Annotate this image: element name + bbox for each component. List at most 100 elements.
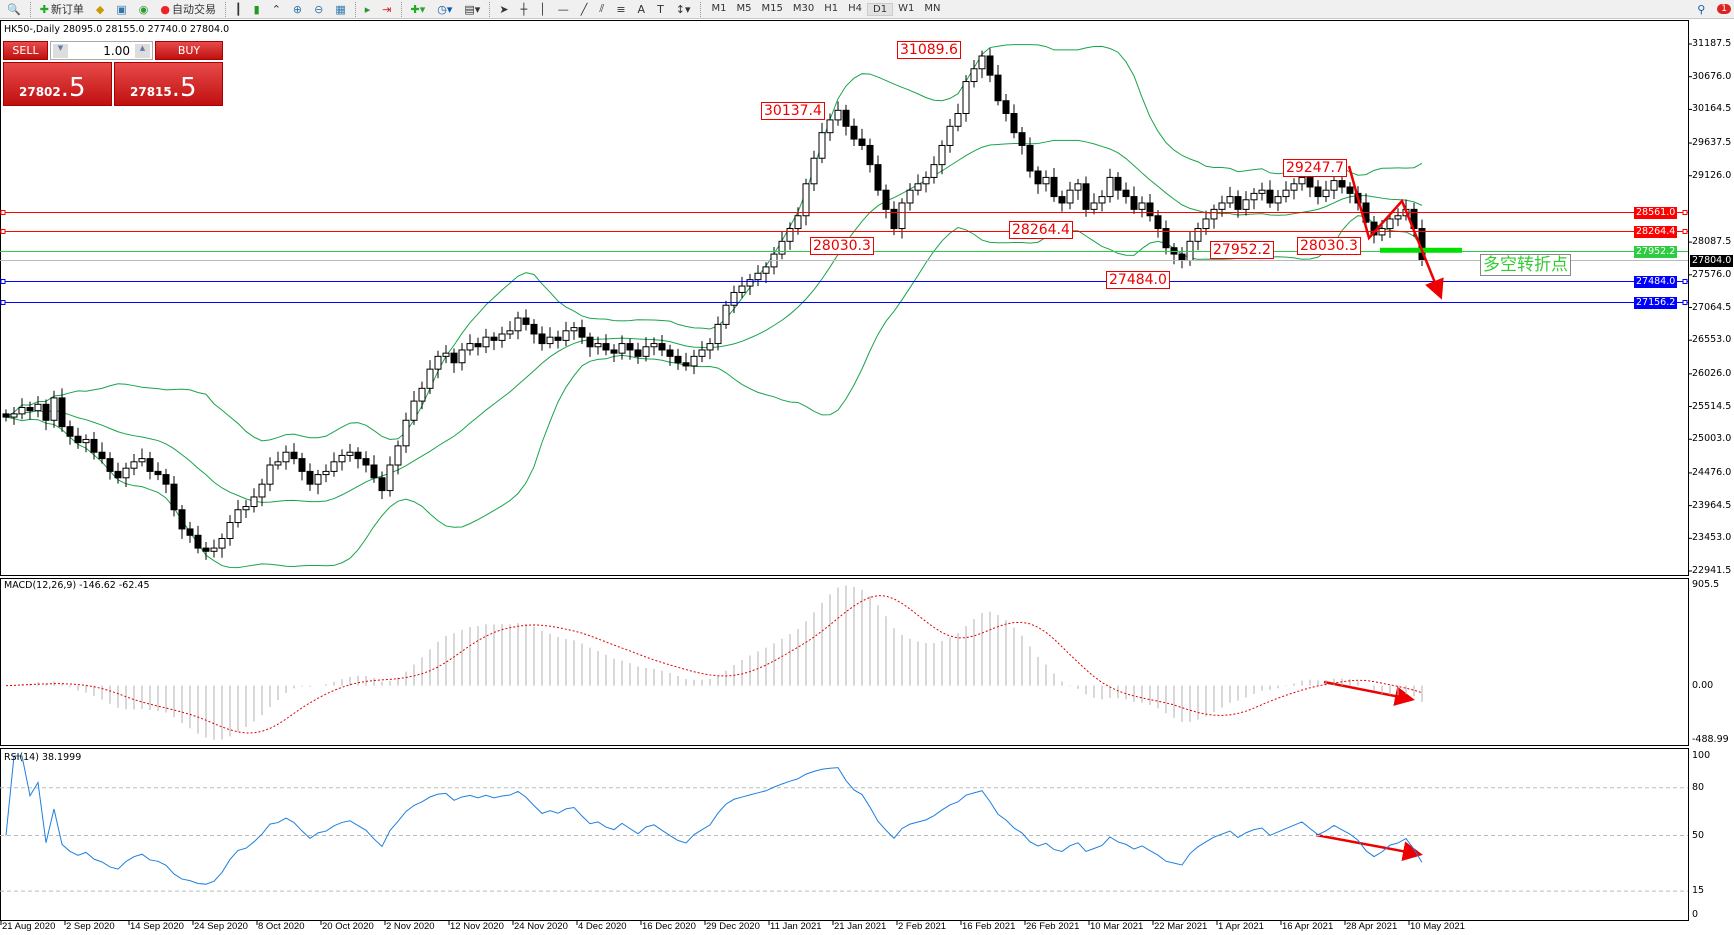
periods-icon[interactable]: ◷▾ xyxy=(437,2,453,16)
templates-icon[interactable]: ▤▾ xyxy=(464,2,481,16)
candle-body xyxy=(682,362,690,367)
candle-body xyxy=(498,333,506,341)
macd-tick-label: 905.5 xyxy=(1692,579,1720,590)
candle-body xyxy=(234,509,242,524)
price-tick-label: 27576.0 xyxy=(1692,268,1732,280)
line-chart-icon[interactable]: ⌃ xyxy=(271,2,281,16)
price-chart[interactable] xyxy=(0,20,1734,935)
candle-body xyxy=(1074,183,1082,191)
candle-body xyxy=(778,240,786,255)
price-tick-label: 23964.5 xyxy=(1692,499,1732,511)
candle-body xyxy=(282,451,290,463)
candle-body xyxy=(10,413,18,418)
buy-button[interactable]: BUY xyxy=(155,41,223,60)
lot-size-input[interactable]: 1.00 xyxy=(103,44,130,58)
trend-arrow xyxy=(1347,165,1444,300)
text-icon[interactable]: A xyxy=(637,2,646,16)
sell-price[interactable]: 27802.5 xyxy=(3,62,112,106)
candle-body xyxy=(994,74,1002,102)
timeframe-m30[interactable]: M30 xyxy=(792,2,815,14)
timeframe-m15[interactable]: M15 xyxy=(761,2,783,14)
timeframe-m1[interactable]: M1 xyxy=(711,2,727,14)
bar-chart-icon[interactable]: ┃ xyxy=(235,2,242,16)
price-annotation[interactable]: 27484.0 xyxy=(1106,271,1170,289)
indicators-icon[interactable]: ✚▾ xyxy=(410,2,426,16)
experts-icon[interactable]: ◆ xyxy=(95,2,105,16)
candle-chart-icon[interactable]: ▮ xyxy=(253,2,260,16)
price-annotation[interactable]: 28030.3 xyxy=(1297,237,1361,255)
notifications-button[interactable]: 1 xyxy=(1714,1,1734,18)
price-tick-label: 29637.5 xyxy=(1692,137,1732,149)
date-tick-label: 16 Dec 2020 xyxy=(642,921,696,932)
cursor-icon[interactable]: ➤ xyxy=(499,2,509,16)
signal-icon[interactable]: ◉ xyxy=(138,2,149,16)
candle-body xyxy=(722,304,730,325)
tester-icon[interactable]: ▣ xyxy=(116,2,127,16)
increase-lot-icon[interactable]: ▲ xyxy=(135,44,150,58)
candle-body xyxy=(874,164,882,191)
macd-title: MACD(12,26,9) -146.62 -62.45 xyxy=(4,580,150,591)
timeframe-h1[interactable]: H1 xyxy=(824,2,839,14)
timeframe-m5[interactable]: M5 xyxy=(736,2,752,14)
channel-icon[interactable]: ⫽ xyxy=(599,2,605,15)
sell-button[interactable]: SELL xyxy=(3,41,48,60)
price-annotation[interactable]: 31089.6 xyxy=(897,41,961,59)
bollinger-middle xyxy=(5,139,1423,503)
candle-body xyxy=(274,461,282,466)
price-annotation[interactable]: 28264.4 xyxy=(1009,221,1073,239)
timeframe-h4[interactable]: H4 xyxy=(848,2,863,14)
new-order-button[interactable]: ✚ 新订单 xyxy=(39,2,84,17)
text-label-icon[interactable]: T xyxy=(657,2,664,16)
timeframe-mn[interactable]: MN xyxy=(924,2,941,14)
date-tick-label: 2 Sep 2020 xyxy=(66,921,115,932)
autoscroll-icon[interactable]: ▸ xyxy=(364,2,371,16)
lot-size-stepper[interactable]: ▼ 1.00 ▲ xyxy=(50,41,153,60)
timeframe-w1[interactable]: W1 xyxy=(898,2,915,14)
date-tick-label: 11 Jan 2021 xyxy=(770,921,822,932)
horizontal-line-icon[interactable]: — xyxy=(557,2,569,16)
candle-body xyxy=(730,291,738,306)
zoom-tool-icon[interactable]: 🔍 xyxy=(7,2,21,16)
notification-badge: 1 xyxy=(1717,4,1731,14)
auto-trading-button[interactable]: ● 自动交易 xyxy=(160,2,217,17)
search-icon[interactable]: ⚲ xyxy=(1697,2,1706,16)
candle-body xyxy=(258,483,266,498)
zoom-in-icon[interactable]: ⊕ xyxy=(292,2,303,16)
price-annotation[interactable]: 30137.4 xyxy=(761,102,825,120)
candle-body xyxy=(1170,247,1178,255)
candle-body xyxy=(626,343,634,351)
decrease-lot-icon[interactable]: ▼ xyxy=(53,44,68,58)
vertical-line-icon[interactable]: │ xyxy=(539,2,546,16)
candle-body xyxy=(338,454,346,463)
tile-windows-icon[interactable]: ▦ xyxy=(335,2,346,16)
toolbar-separator xyxy=(699,1,701,17)
arrows-icon[interactable]: ↕▾ xyxy=(675,2,691,16)
candle-body xyxy=(26,406,34,412)
crosshair-icon[interactable]: ┼ xyxy=(520,2,528,16)
candle-body xyxy=(522,317,530,325)
candle-body xyxy=(1066,189,1074,204)
candle-body xyxy=(1090,202,1098,210)
candle-body xyxy=(1282,189,1290,198)
buy-price[interactable]: 27815.5 xyxy=(114,62,223,106)
zoom-out-icon[interactable]: ⊖ xyxy=(314,2,324,16)
candle-body xyxy=(354,451,362,460)
turning-point-label[interactable]: 多空转折点 xyxy=(1480,254,1571,276)
candle-body xyxy=(802,183,810,217)
toolbar-separator xyxy=(489,1,491,17)
line-handle xyxy=(0,300,6,305)
price-tick-label: 26553.0 xyxy=(1692,334,1732,346)
price-level-label: 27804.0 xyxy=(1690,254,1734,267)
fibonacci-icon[interactable]: ≡ xyxy=(616,2,626,16)
trendline-icon[interactable]: ╱ xyxy=(580,2,588,16)
timeframe-d1[interactable]: D1 xyxy=(867,2,894,16)
line-handle xyxy=(1682,300,1688,305)
candle-body xyxy=(506,330,514,335)
chart-shift-icon[interactable]: ⇥ xyxy=(382,2,392,16)
date-tick-label: 2 Feb 2021 xyxy=(898,921,947,932)
price-annotation[interactable]: 28030.3 xyxy=(810,237,874,255)
rsi-divergence-arrow xyxy=(1315,833,1423,862)
candle-body xyxy=(970,68,978,83)
price-annotation[interactable]: 29247.7 xyxy=(1283,159,1347,177)
price-annotation[interactable]: 27952.2 xyxy=(1210,241,1274,259)
